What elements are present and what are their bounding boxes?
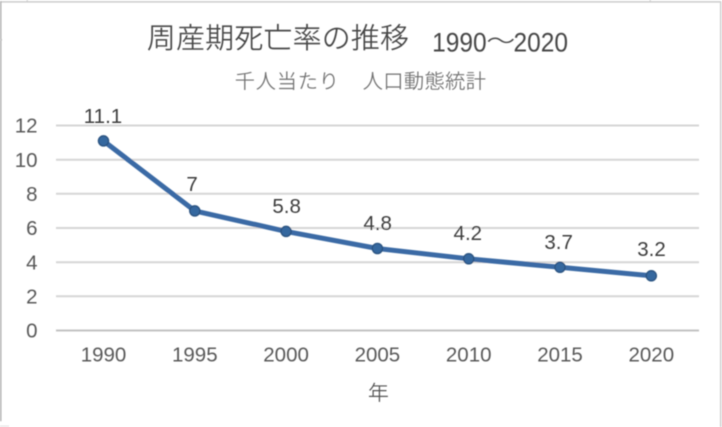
svg-text:12: 12	[15, 115, 38, 138]
svg-text:4.2: 4.2	[454, 222, 483, 245]
svg-text:2010: 2010	[446, 343, 492, 366]
svg-text:2000: 2000	[263, 343, 309, 366]
svg-text:7: 7	[186, 173, 197, 196]
svg-text:5.8: 5.8	[272, 195, 301, 218]
svg-text:1990: 1990	[432, 27, 487, 57]
svg-text:3.7: 3.7	[544, 231, 573, 254]
svg-text:6: 6	[26, 217, 37, 240]
svg-text:2: 2	[26, 286, 37, 309]
svg-text:4: 4	[26, 251, 37, 274]
svg-text:10: 10	[15, 149, 38, 172]
svg-text:2015: 2015	[537, 343, 583, 366]
svg-text:4.8: 4.8	[363, 212, 392, 235]
svg-text:2020: 2020	[514, 27, 569, 57]
svg-text:1995: 1995	[172, 343, 218, 366]
svg-text:2020: 2020	[628, 343, 674, 366]
svg-text:0: 0	[26, 320, 37, 343]
svg-text:8: 8	[26, 183, 37, 206]
svg-text:2005: 2005	[355, 343, 401, 366]
svg-text:1990: 1990	[81, 343, 127, 366]
svg-text:3.2: 3.2	[637, 238, 666, 261]
svg-text:11.1: 11.1	[84, 105, 122, 128]
